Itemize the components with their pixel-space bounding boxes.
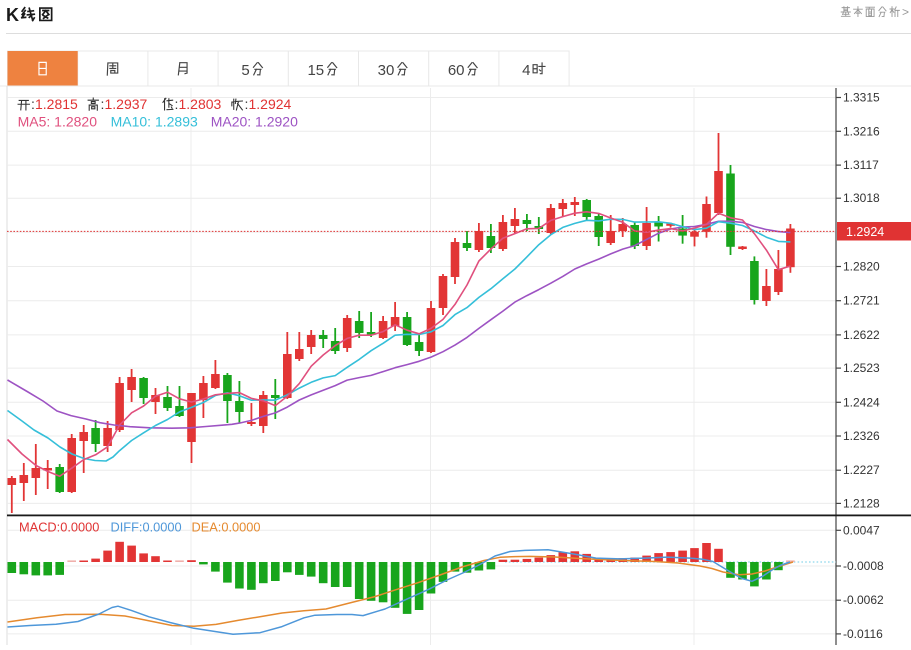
svg-text:DIFF:0.0000: DIFF:0.0000 <box>111 520 182 535</box>
svg-text:MACD:0.0000: MACD:0.0000 <box>19 520 99 535</box>
svg-text:MA5: 1.2820: MA5: 1.2820 <box>18 114 98 130</box>
svg-text::: : <box>101 96 105 112</box>
svg-text:1.2326: 1.2326 <box>843 429 880 443</box>
svg-text:1.2820: 1.2820 <box>843 260 880 274</box>
svg-text:1.2523: 1.2523 <box>843 361 880 375</box>
svg-text:1.3216: 1.3216 <box>843 124 880 138</box>
svg-text:4: 4 <box>522 62 530 79</box>
svg-text:DEA:0.0000: DEA:0.0000 <box>192 520 261 535</box>
svg-text:1.2924: 1.2924 <box>846 225 884 239</box>
svg-text:-0.0008: -0.0008 <box>843 559 884 573</box>
svg-text:0.0047: 0.0047 <box>843 523 880 537</box>
svg-text:30: 30 <box>378 62 395 79</box>
svg-text:MA20: 1.2920: MA20: 1.2920 <box>211 114 298 130</box>
svg-text:1.3018: 1.3018 <box>843 191 880 205</box>
svg-text:MA10: 1.2893: MA10: 1.2893 <box>111 114 198 130</box>
svg-text:1.2622: 1.2622 <box>843 328 880 342</box>
svg-text::: : <box>175 96 179 112</box>
svg-text:1.2424: 1.2424 <box>843 395 880 409</box>
svg-text:-0.0116: -0.0116 <box>843 627 883 641</box>
svg-text:1.2721: 1.2721 <box>843 294 880 308</box>
svg-text:1.3315: 1.3315 <box>843 91 880 105</box>
svg-text:-0.0062: -0.0062 <box>843 593 884 607</box>
svg-text:1.3117: 1.3117 <box>843 158 879 172</box>
svg-text:60: 60 <box>448 62 465 79</box>
svg-text:1.2128: 1.2128 <box>843 496 880 510</box>
svg-text:>: > <box>902 5 909 19</box>
svg-text:15: 15 <box>307 62 324 79</box>
svg-text:5: 5 <box>241 62 249 79</box>
svg-text::: : <box>245 96 249 112</box>
svg-text:1.2227: 1.2227 <box>843 463 880 477</box>
svg-text::: : <box>31 96 35 112</box>
svg-text:1.2815: 1.2815 <box>35 96 78 112</box>
svg-text:K: K <box>6 5 19 25</box>
svg-text:1.2803: 1.2803 <box>179 96 222 112</box>
svg-text:1.2924: 1.2924 <box>249 96 292 112</box>
svg-text:1.2937: 1.2937 <box>105 96 148 112</box>
